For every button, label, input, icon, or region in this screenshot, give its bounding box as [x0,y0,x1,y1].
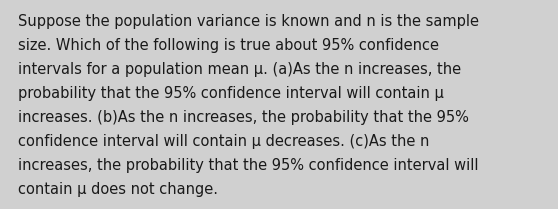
Text: contain μ does not change.: contain μ does not change. [18,182,218,197]
Text: increases. (b)As the n increases, the probability that the 95%: increases. (b)As the n increases, the pr… [18,110,469,125]
Text: size. Which of the following is true about 95% confidence: size. Which of the following is true abo… [18,38,439,53]
Text: probability that the 95% confidence interval will contain μ: probability that the 95% confidence inte… [18,86,444,101]
Text: confidence interval will contain μ decreases. (c)As the n: confidence interval will contain μ decre… [18,134,429,149]
Text: Suppose the population variance is known and n is the sample: Suppose the population variance is known… [18,14,479,29]
Text: intervals for a population mean μ. (a)As the n increases, the: intervals for a population mean μ. (a)As… [18,62,461,77]
Text: increases, the probability that the 95% confidence interval will: increases, the probability that the 95% … [18,158,479,173]
